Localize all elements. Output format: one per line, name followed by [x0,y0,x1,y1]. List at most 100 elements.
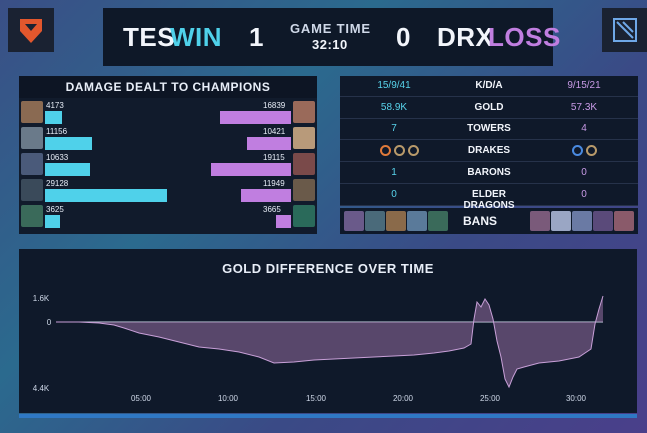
stat-tes-value: 58.9K [380,101,408,113]
team-right-name: DRX [437,22,494,52]
tes-champion-3 [21,153,43,175]
ban-champion-6 [530,211,550,231]
x-tick-25: 25:00 [480,394,501,403]
tes-champion-2 [21,127,43,149]
drx-damage-bar [247,137,291,150]
team-left-result: WIN [170,22,223,52]
ban-champion-9 [593,211,613,231]
ban-champion-1 [344,211,364,231]
stat-label: BARONS [467,166,511,178]
y-tick-zero: 0 [47,318,52,327]
stat-tes-value: 0 [391,188,397,200]
gold-diff-line [56,295,604,389]
stat-label: K/D/A [475,80,503,91]
damage-panel: DAMAGE DEALT TO CHAMPIONS 4173 16839 11156… [19,76,317,234]
tes-damage-bar [45,137,92,150]
tes-drake-icon [408,145,419,157]
tes-drake-icon [394,145,405,157]
ban-champion-10 [614,211,634,231]
tes-damage-bar [45,215,60,228]
stat-row-barons: 1 BARONS 0 [340,163,638,184]
drx-drake-icon [572,145,583,157]
team-left-score: 1 [249,22,264,52]
ban-champion-2 [365,211,385,231]
gold-diff-panel: GOLD DIFFERENCE OVER TIME 1.6K 0 4.4K 05… [19,249,637,413]
drx-logo-icon [613,18,637,42]
tes-drake-icon [380,145,391,157]
stat-tes-value: 15/9/41 [377,80,411,91]
tes-champion-4 [21,179,43,201]
ban-champion-3 [386,211,406,231]
stat-drx-value: 9/15/21 [567,80,601,91]
tes-damage-value: 3625 [46,205,64,214]
game-time-label: GAME TIME [290,21,371,36]
tes-damage-value: 4173 [46,101,64,110]
tes-damage-bar [45,163,90,176]
ban-champion-8 [572,211,592,231]
drx-champion-4 [293,179,315,201]
x-tick-30: 30:00 [566,394,587,403]
tes-logo [8,8,54,52]
drx-damage-bar [211,163,291,176]
y-tick-top: 1.6K [33,294,50,303]
ban-champion-4 [407,211,427,231]
stat-drx-value: 0 [581,166,587,178]
tes-logo-icon [20,19,42,43]
stat-tes-value: 7 [391,123,397,135]
bans-row: BANS [340,208,638,234]
stat-label: TOWERS [467,123,511,135]
ban-champion-5 [428,211,448,231]
team-right-result: LOSS [488,22,561,52]
stat-drx-value: 4 [581,123,587,135]
drx-damage-value: 10421 [263,127,286,136]
y-tick-bottom: 4.4K [33,384,50,393]
stat-row-k-d-a: 15/9/41 K/D/A 9/15/21 [340,76,638,97]
game-time-value: 32:10 [312,37,348,52]
x-tick-10: 10:00 [218,394,239,403]
tes-champion-1 [21,101,43,123]
scoreboard-header [103,8,553,66]
bottom-accent-line [19,414,637,418]
stat-row-towers: 7 TOWERS 4 [340,119,638,141]
drx-damage-bar [220,111,291,124]
tes-damage-value: 29128 [46,179,69,188]
tes-damage-bar [45,189,167,202]
drx-damage-value: 3665 [263,205,281,214]
stat-row-elder-dragons: 0 ELDER DRAGONS 0 [340,185,638,211]
drx-champion-3 [293,153,315,175]
x-tick-15: 15:00 [306,394,327,403]
tes-damage-bar [45,111,62,124]
team-right-score: 0 [396,22,411,52]
drx-damage-value: 19115 [263,153,285,162]
bans-label: BANS [463,214,498,228]
stat-label: GOLD [474,101,504,113]
tes-champion-5 [21,205,43,227]
gold-diff-title: GOLD DIFFERENCE OVER TIME [222,261,434,276]
stats-panel: 15/9/41 K/D/A 9/15/21 58.9K GOLD 57.3K 7 TOWERS… [340,76,638,211]
drx-damage-bar [241,189,291,202]
stat-label: DRAKES [467,145,511,157]
drx-champion-5 [293,205,315,227]
drx-logo [602,8,647,52]
drx-damage-value: 11949 [263,179,285,188]
stat-row-gold: 58.9K GOLD 57.3K [340,98,638,119]
x-tick-20: 20:00 [393,394,414,403]
drx-damage-value: 16839 [263,101,286,110]
drx-damage-bar [276,215,291,228]
gold-diff-area [56,296,603,387]
x-tick-05: 05:00 [131,394,152,403]
ban-champion-7 [551,211,571,231]
stat-tes-value: 1 [391,166,397,178]
stat-label: ELDER DRAGONS [463,188,515,211]
stat-row-drakes: DRAKES [340,141,638,163]
team-left-name: TES [123,22,176,52]
stat-drx-value: 0 [581,188,587,200]
drx-drake-icon [586,145,597,157]
tes-damage-value: 11156 [46,127,68,136]
damage-panel-title: DAMAGE DEALT TO CHAMPIONS [19,76,317,98]
tes-damage-value: 10633 [46,153,69,162]
drx-champion-1 [293,101,315,123]
drx-champion-2 [293,127,315,149]
gold-diff-chart: 1.6K 0 4.4K 05:00 10:00 15:00 20:00 25:0… [33,294,604,403]
stat-drx-value: 57.3K [570,101,598,113]
